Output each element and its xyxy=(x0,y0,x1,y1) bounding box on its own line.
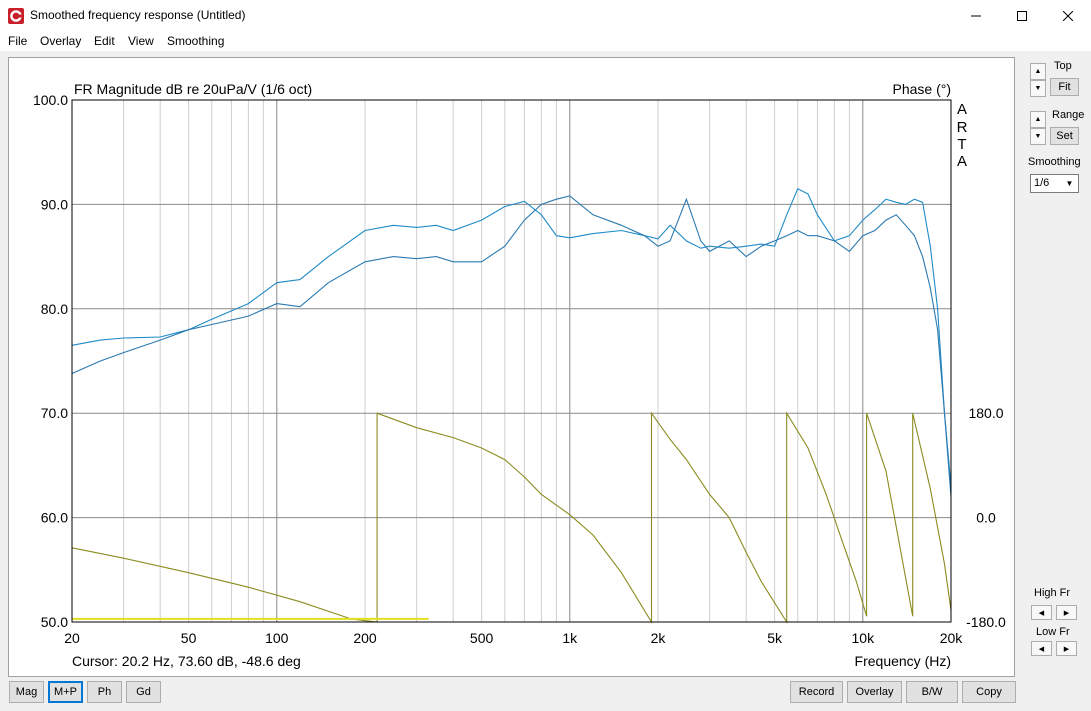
high-fr-label: High Fr xyxy=(1034,587,1071,599)
phase-series-line xyxy=(71,411,952,624)
copy-button[interactable]: Copy xyxy=(962,681,1016,703)
smoothing-select[interactable]: 1/6 ▼ xyxy=(1030,174,1079,193)
high-fr-right-button[interactable]: ▶ xyxy=(1056,605,1077,620)
x-tick-label: 200 xyxy=(353,630,377,646)
m-plus-p-button[interactable]: M+P xyxy=(48,681,83,703)
magnitude-series-line-2 xyxy=(71,195,952,497)
gd-button[interactable]: Gd xyxy=(126,681,161,703)
frequency-response-chart[interactable]: 20 50 100 200 500 1k 2k 5k 10k 20k 50.0 60.0 70.0 80.… xyxy=(8,57,1015,677)
minimize-button[interactable] xyxy=(953,0,999,31)
menu-overlay[interactable]: Overlay xyxy=(40,34,82,48)
plot-panel xyxy=(8,57,1015,677)
y-tick-label: 80.0 xyxy=(41,301,68,317)
menu-edit[interactable]: Edit xyxy=(94,34,115,48)
top-down-button[interactable]: ▼ xyxy=(1030,80,1046,97)
cursor-readout: Cursor: 20.2 Hz, 73.60 dB, -48.6 deg xyxy=(72,653,301,669)
smoothing-value: 1/6 xyxy=(1034,177,1050,189)
menu-smoothing[interactable]: Smoothing xyxy=(167,34,225,48)
arrow-right-icon: ▶ xyxy=(1063,609,1070,617)
overlay-button[interactable]: Overlay xyxy=(847,681,902,703)
arta-brand-letter-r: R xyxy=(957,119,968,136)
y-tick-label: 50.0 xyxy=(41,614,68,630)
arta-brand-letter-a2: A xyxy=(957,153,967,170)
x-tick-label: 100 xyxy=(265,630,289,646)
arrow-left-icon: ◀ xyxy=(1038,645,1045,653)
ph-button[interactable]: Ph xyxy=(87,681,122,703)
record-button[interactable]: Record xyxy=(790,681,843,703)
arta-brand-letter-t: T xyxy=(957,136,966,153)
x-axis-label: Frequency (Hz) xyxy=(855,653,951,669)
range-label: Range xyxy=(1052,109,1085,121)
x-tick-label: 20 xyxy=(64,630,80,646)
phase-tick-label: 0.0 xyxy=(976,510,996,526)
smoothing-label: Smoothing xyxy=(1028,156,1081,168)
x-tick-label: 5k xyxy=(767,630,783,646)
chevron-down-icon: ▼ xyxy=(1065,179,1074,188)
set-button[interactable]: Set xyxy=(1050,127,1079,145)
low-fr-label: Low Fr xyxy=(1036,626,1070,638)
arrow-up-icon: ▲ xyxy=(1034,68,1042,75)
arrow-down-icon: ▼ xyxy=(1034,133,1042,140)
x-tick-label: 2k xyxy=(651,630,667,646)
y-tick-label: 70.0 xyxy=(41,405,68,421)
phase-tick-label: 180.0 xyxy=(968,405,1003,421)
fit-button[interactable]: Fit xyxy=(1050,78,1079,96)
top-label: Top xyxy=(1054,60,1072,72)
close-icon xyxy=(1063,10,1073,21)
low-fr-left-button[interactable]: ◀ xyxy=(1031,641,1052,656)
maximize-icon xyxy=(1017,10,1027,21)
arta-brand-letter-a1: A xyxy=(957,101,967,118)
range-down-button[interactable]: ▼ xyxy=(1030,128,1046,145)
range-up-button[interactable]: ▲ xyxy=(1030,111,1046,128)
arrow-up-icon: ▲ xyxy=(1034,116,1042,123)
x-tick-label: 20k xyxy=(940,630,964,646)
x-tick-label: 500 xyxy=(470,630,494,646)
title-bar: Smoothed frequency response (Untitled) xyxy=(0,0,1091,31)
chart-title: FR Magnitude dB re 20uPa/V (1/6 oct) xyxy=(74,81,312,97)
y-tick-label: 100.0 xyxy=(33,92,68,108)
arta-app-icon xyxy=(8,8,24,24)
magnitude-series-line-1 xyxy=(71,187,952,487)
top-up-button[interactable]: ▲ xyxy=(1030,63,1046,80)
y-tick-label: 60.0 xyxy=(41,510,68,526)
x-tick-label: 50 xyxy=(181,630,197,646)
menu-view[interactable]: View xyxy=(128,34,154,48)
y-tick-label: 90.0 xyxy=(41,196,68,212)
arrow-down-icon: ▼ xyxy=(1034,85,1042,92)
chart-series xyxy=(71,187,952,624)
x-tick-label: 1k xyxy=(562,630,578,646)
phase-axis-title: Phase (°) xyxy=(892,81,951,97)
arrow-right-icon: ▶ xyxy=(1063,645,1070,653)
chart-grid xyxy=(72,100,951,622)
high-fr-left-button[interactable]: ◀ xyxy=(1031,605,1052,620)
mag-button[interactable]: Mag xyxy=(9,681,44,703)
minimize-icon xyxy=(971,15,981,16)
menu-bar: File Overlay Edit View Smoothing xyxy=(0,31,1091,51)
low-fr-right-button[interactable]: ▶ xyxy=(1056,641,1077,656)
x-tick-label: 10k xyxy=(852,630,876,646)
bw-button[interactable]: B/W xyxy=(906,681,958,703)
axis-ticks: 20 50 100 200 500 1k 2k 5k 10k 20k 50.0 60.0 70.0 80.… xyxy=(33,92,1006,646)
menu-file[interactable]: File xyxy=(8,34,28,48)
plot-frame xyxy=(71,99,952,623)
maximize-button[interactable] xyxy=(999,0,1045,31)
phase-tick-label: -180.0 xyxy=(966,614,1006,630)
window-title: Smoothed frequency response (Untitled) xyxy=(30,8,246,22)
arrow-left-icon: ◀ xyxy=(1038,609,1045,617)
close-button[interactable] xyxy=(1045,0,1091,31)
